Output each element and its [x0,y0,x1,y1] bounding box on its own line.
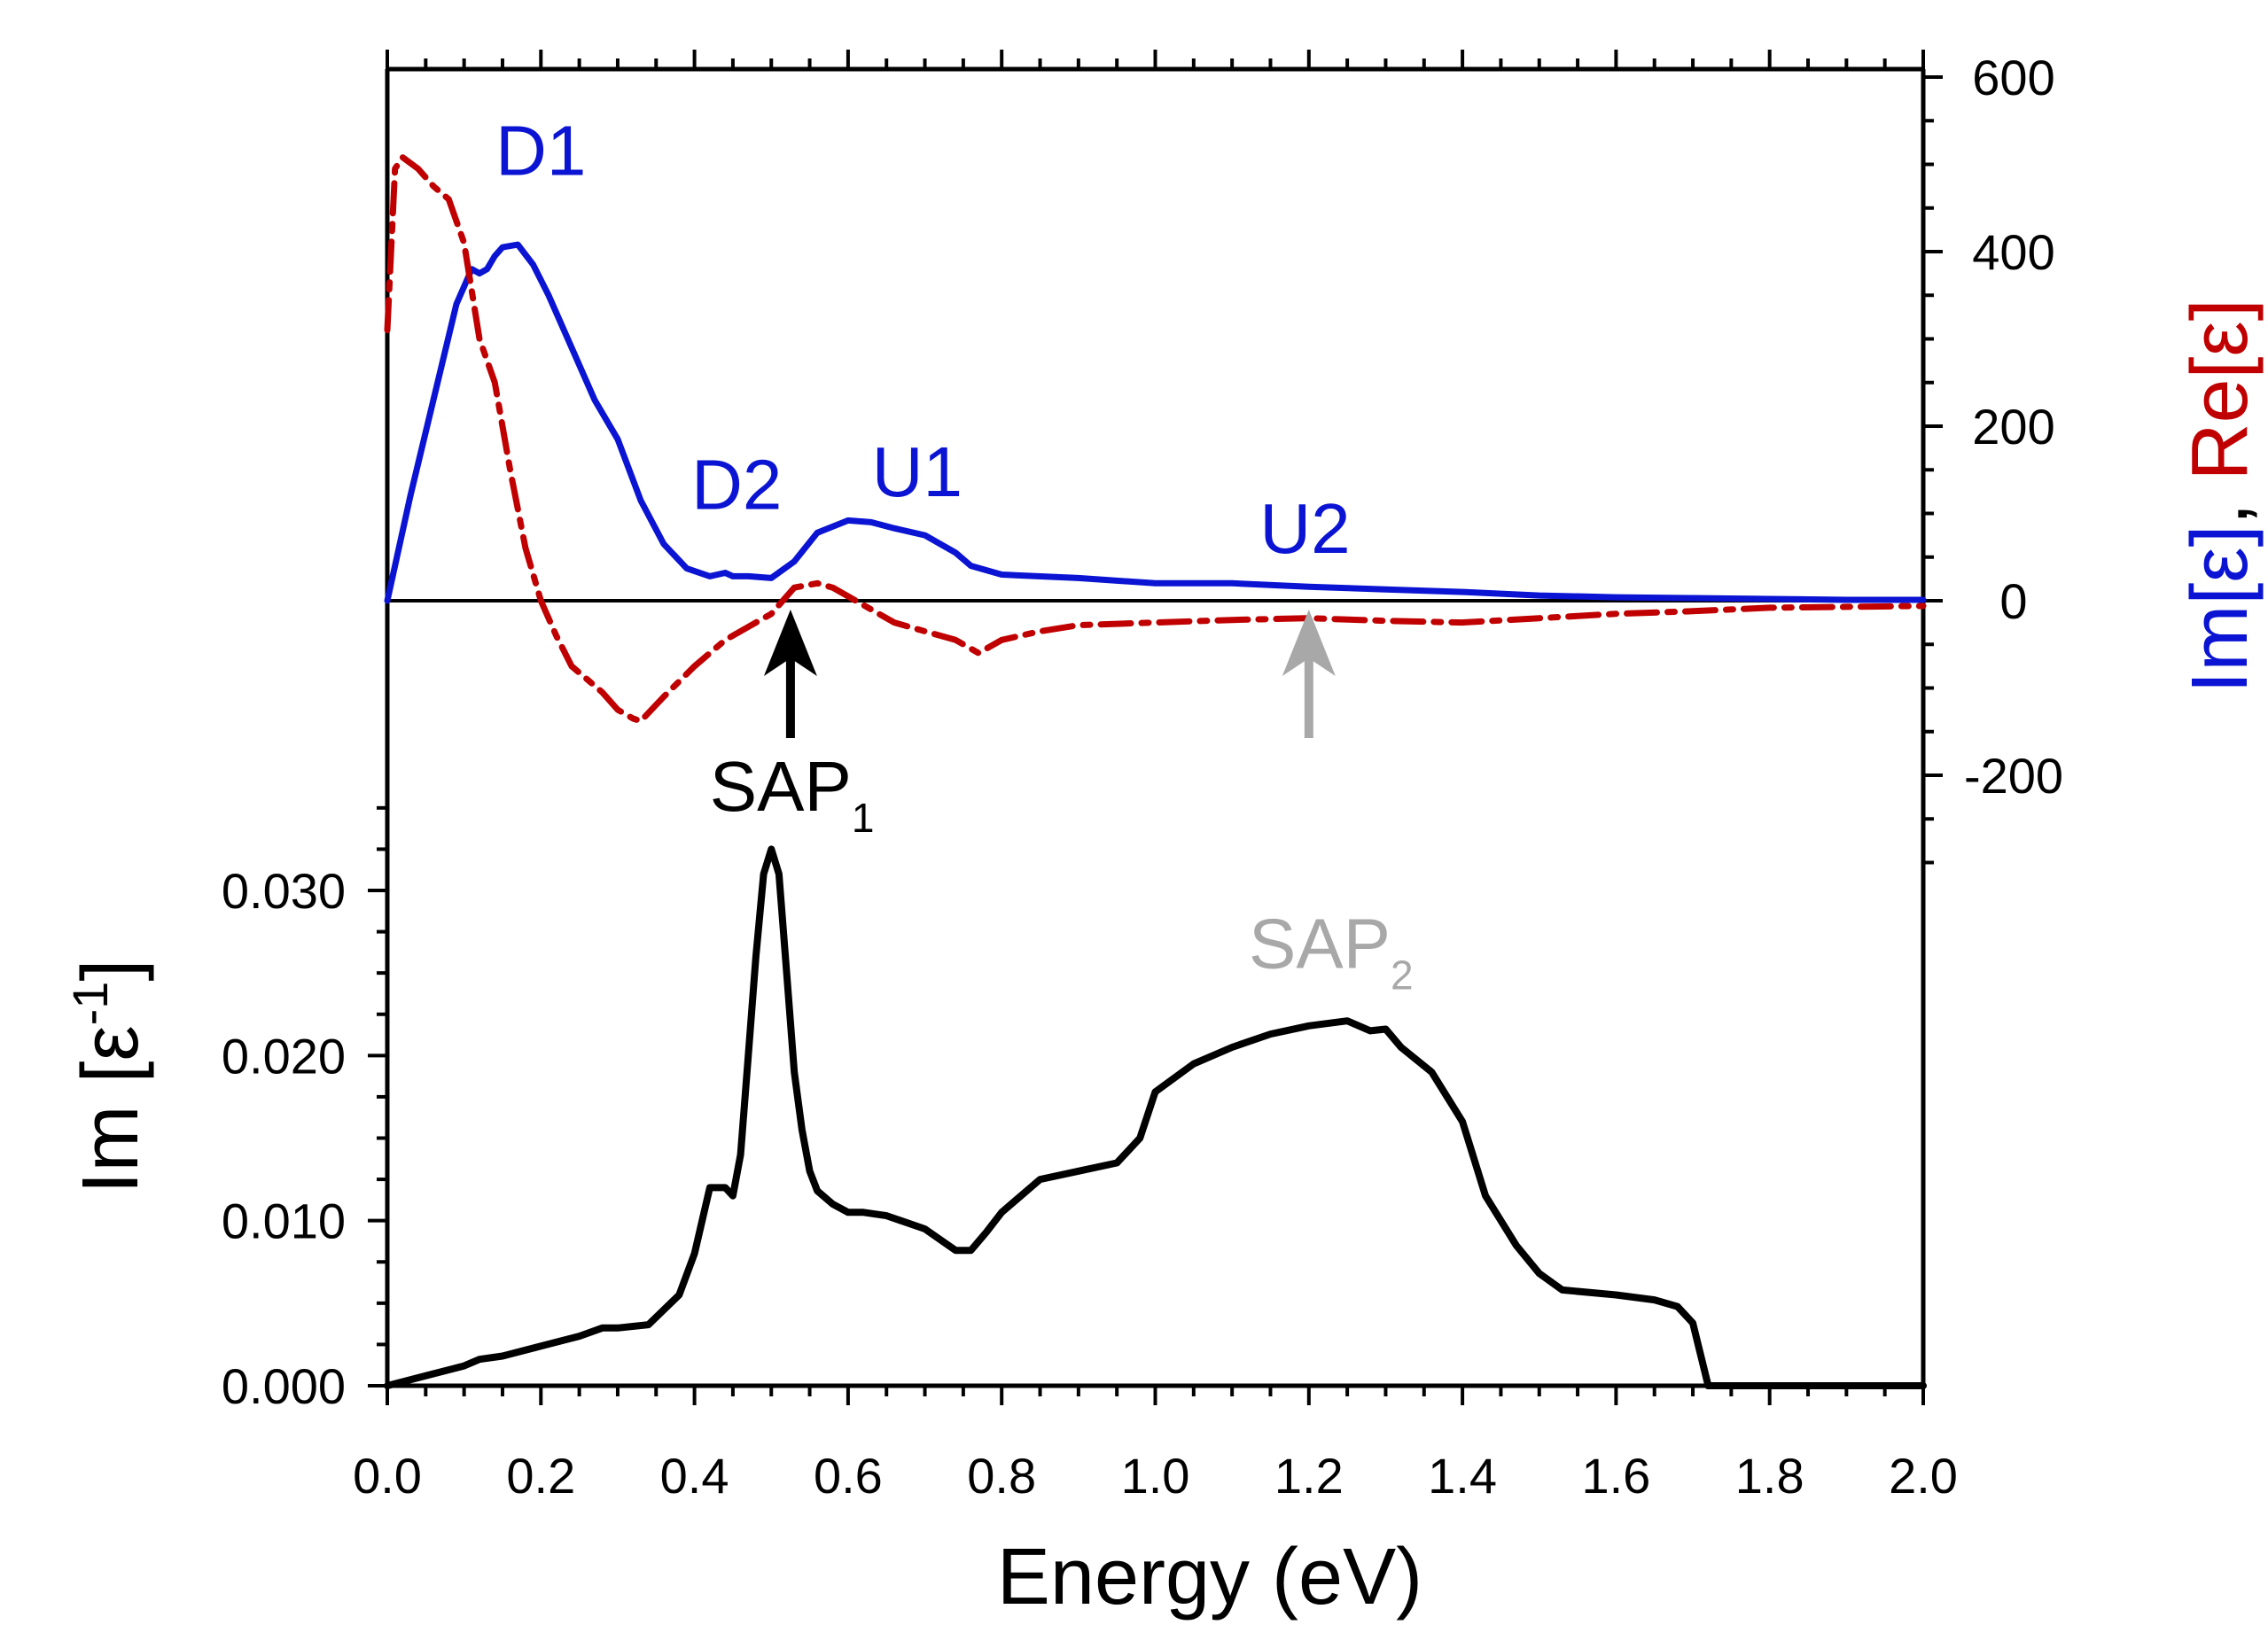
left-axis-title: Im [ε-1] [62,960,155,1194]
x-tick-label: 0.6 [814,1448,883,1504]
peak-label-d2: D2 [691,446,782,525]
right-axis-title-im: Im[ε] [2176,525,2264,694]
right-axis-title-sep: , [2176,481,2264,525]
sap2-label-text: SAP [1249,905,1391,983]
x-tick-label: 0.2 [506,1448,575,1504]
sap2-label-subscript: 2 [1391,952,1414,999]
left-axis-title-main: Im [ε [66,1025,155,1193]
sap1-label-subscript: 1 [852,795,875,841]
im-epsilon-line [384,241,1927,604]
x-tick-label: 1.8 [1735,1448,1804,1504]
peak-label-u1: U1 [872,432,963,511]
left-axis-title-close: ] [66,960,155,982]
left-axis-title-sup: -1 [62,982,118,1026]
x-tick-label: 1.4 [1428,1448,1497,1504]
loss-function-line [384,845,1927,1389]
left-tick-label: 0.000 [222,1358,346,1414]
right-tick-label: 0 [1999,573,2027,629]
right-tick-label: -200 [1964,748,2063,804]
sap1-label-text: SAP [710,747,852,826]
tick-labels: 0.0 0.2 0.4 0.6 0.8 1.0 1.2 1.4 1.6 1.8 2.0-200020… [222,50,2063,1504]
x-tick-label: 0.4 [660,1448,729,1504]
x-tick-label: 1.2 [1274,1448,1344,1504]
x-tick-label: 0.8 [967,1448,1036,1504]
x-tick-label: 1.0 [1121,1448,1190,1504]
right-axis-title-re: Re[ε] [2176,299,2264,480]
x-tick-label: 1.6 [1581,1448,1650,1504]
x-tick-label: 2.0 [1889,1448,1958,1504]
sap2-label: SAP2 [1249,905,1414,999]
series-layer [384,154,1927,1389]
left-tick-label: 0.030 [222,863,346,919]
left-tick-label: 0.020 [222,1028,346,1084]
x-tick-label: 0.0 [353,1448,422,1504]
right-tick-label: 200 [1972,399,2054,455]
peak-label-d1: D1 [495,111,586,190]
re-epsilon-line [384,154,1927,725]
left-tick-label: 0.010 [222,1193,346,1249]
right-tick-label: 400 [1972,224,2054,280]
peak-label-u2: U2 [1259,489,1350,568]
right-axis-title: Im[ε], Re[ε] [2176,299,2264,693]
sap1-label: SAP1 [710,747,875,841]
sap2-arrow-head [1282,610,1336,676]
right-tick-label: 600 [1972,50,2054,105]
major-ticks [368,50,1943,1405]
x-axis-title: Energy (eV) [997,1533,1422,1621]
sap1-arrow-head [763,610,817,676]
